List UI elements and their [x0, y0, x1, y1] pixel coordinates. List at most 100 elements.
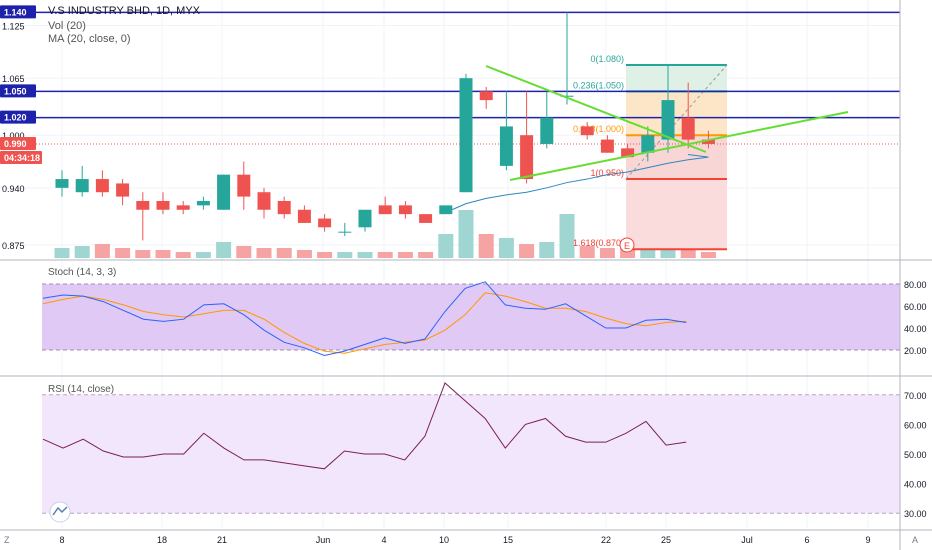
candle-body: [75, 179, 89, 193]
time-label: 15: [503, 535, 513, 545]
stoch-d-line: [42, 292, 687, 354]
fib-level-label: 1.618(0.870): [573, 238, 624, 248]
volume-bar: [276, 248, 292, 258]
candle-body: [439, 205, 453, 215]
candle-body: [419, 214, 433, 223]
candle-body: [479, 91, 493, 101]
rsi-title: RSI (14, close): [48, 384, 114, 395]
candle-body: [55, 179, 69, 188]
candle-body: [701, 139, 715, 144]
fib-level-label: 0.618(1.000): [573, 124, 624, 134]
volume-bar: [74, 246, 90, 258]
rsi-tick: 30.00: [904, 509, 927, 519]
volume-bar: [195, 252, 211, 258]
price-badge-label: 1.140: [4, 7, 27, 17]
candle-body: [297, 209, 311, 223]
candle-body: [459, 78, 473, 193]
time-axis-corner-left: Z: [4, 535, 10, 545]
volume-bar: [296, 250, 312, 258]
volume-bar: [438, 234, 454, 258]
fib-zone-mid: [626, 91, 727, 136]
time-label: Jul: [741, 535, 753, 545]
candle-body: [641, 135, 655, 153]
stoch-k-line: [42, 281, 687, 357]
candle-body: [520, 135, 534, 180]
stoch-title: Stoch (14, 3, 3): [48, 267, 116, 278]
candle-body: [95, 179, 109, 193]
price-badge: [0, 136, 36, 150]
time-label: 6: [804, 535, 809, 545]
volume-bar: [599, 248, 615, 258]
candle-body: [580, 126, 594, 136]
price-tick: 1.125: [2, 22, 25, 32]
candle-body: [338, 231, 352, 233]
rsi-tick: 50.00: [904, 450, 927, 460]
candle-body: [136, 200, 150, 210]
rsi-line: [42, 382, 687, 470]
price-badge-label: 0.990: [4, 139, 27, 149]
stoch-band: [42, 284, 900, 350]
time-label: 22: [601, 535, 611, 545]
candle-body: [560, 95, 574, 97]
vol-indicator-label[interactable]: Vol (20): [48, 20, 86, 32]
fibonacci-retracement[interactable]: 0(1.080) 0.236(1.050) 0.618(1.000) 1(0.950)…: [573, 54, 728, 253]
price-badge-label: 1.020: [4, 113, 27, 123]
volume-bar: [216, 242, 232, 258]
moving-average: [445, 153, 709, 213]
candle-body: [378, 205, 392, 215]
time-label: 9: [865, 535, 870, 545]
rsi-tick: 70.00: [904, 391, 927, 401]
fib-level-label: 0.236(1.050): [573, 80, 624, 90]
fib-zone-top: [626, 65, 727, 92]
tradingview-logo-icon: [49, 501, 71, 523]
volume-bar: [337, 252, 353, 258]
time-axis-corner-right: A: [912, 535, 918, 545]
fib-zone-ext: [626, 179, 727, 250]
volume-bar: [478, 234, 494, 258]
rsi-panel[interactable]: RSI (14, close) 70.00 60.00 50.00 40.00 30.00: [42, 382, 927, 523]
volume-bar: [94, 244, 110, 258]
candle-body: [237, 174, 251, 197]
event-marker-icon: [619, 237, 635, 253]
candle-body: [621, 148, 635, 158]
volume-bar: [519, 244, 535, 258]
price-tick: 1.000: [2, 131, 25, 141]
candle-body: [217, 174, 231, 210]
trendlines[interactable]: [485, 65, 849, 181]
rsi-tick: 60.00: [904, 420, 927, 430]
volume-bar: [135, 250, 151, 258]
time-label: 10: [439, 535, 449, 545]
volume-bar: [175, 252, 191, 258]
volume-bar: [357, 252, 373, 258]
volume-bar: [559, 214, 575, 258]
volume-bar: [54, 248, 70, 258]
horizontal-lines[interactable]: [0, 11, 900, 145]
fib-level-label: 0(1.080): [590, 54, 624, 64]
stoch-panel[interactable]: Stoch (14, 3, 3) 80.00 60.00 40.00 20.00: [42, 267, 927, 357]
time-label: 25: [661, 535, 671, 545]
volume-bar: [236, 246, 252, 258]
volume-bar: [418, 252, 434, 258]
candle-body: [540, 117, 554, 144]
price-badge: [0, 5, 36, 19]
price-tick: 1.065: [2, 74, 25, 84]
trendline-upper: [485, 65, 707, 153]
symbol-title: V.S INDUSTRY BHD, 1D, MYX: [48, 5, 201, 17]
ma-line: [445, 153, 709, 213]
trendline-lower: [509, 111, 849, 181]
volume-bars: [54, 210, 716, 258]
candle-body: [681, 117, 695, 140]
ma-indicator-label[interactable]: MA (20, close, 0): [48, 33, 131, 45]
volume-bar: [539, 242, 555, 258]
price-badge: [0, 150, 42, 164]
volume-bar: [155, 250, 171, 258]
volume-bar: [377, 252, 393, 258]
price-badge: [0, 110, 36, 124]
volume-bar: [115, 248, 131, 258]
volume-bar: [498, 238, 514, 258]
fib-level-label: 1(0.950): [590, 168, 624, 178]
candle-body: [196, 200, 210, 206]
volume-bar: [397, 252, 413, 258]
candle-body: [600, 139, 614, 153]
